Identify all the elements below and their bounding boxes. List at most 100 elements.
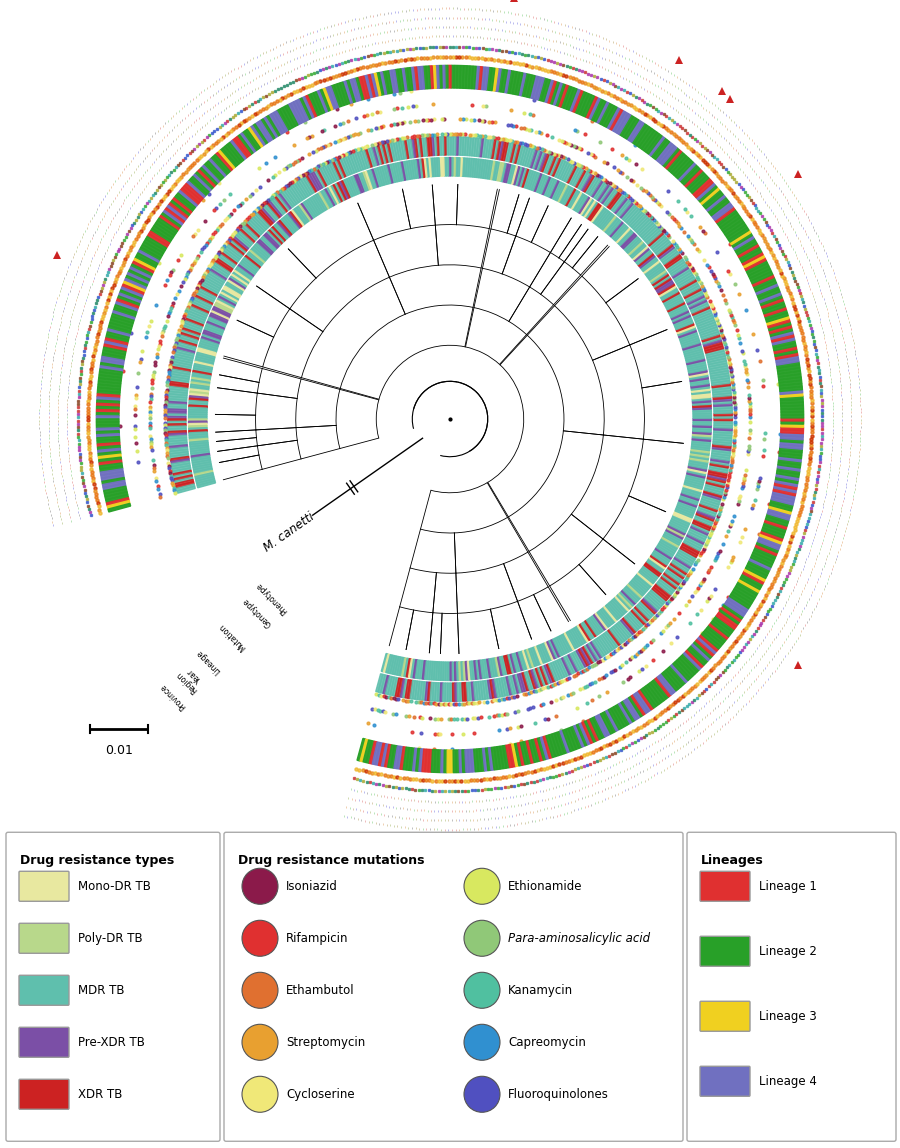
Wedge shape: [617, 201, 631, 217]
Wedge shape: [272, 199, 285, 214]
Wedge shape: [647, 592, 663, 606]
Wedge shape: [646, 595, 662, 608]
Wedge shape: [781, 409, 804, 412]
Wedge shape: [683, 286, 700, 296]
Wedge shape: [97, 390, 120, 395]
Wedge shape: [310, 197, 321, 214]
Wedge shape: [602, 607, 616, 623]
Wedge shape: [565, 188, 575, 205]
Wedge shape: [201, 339, 219, 347]
Text: Lineage 4: Lineage 4: [759, 1075, 817, 1088]
Wedge shape: [412, 748, 418, 771]
Wedge shape: [685, 351, 703, 358]
Wedge shape: [662, 148, 680, 166]
Wedge shape: [552, 181, 561, 199]
Wedge shape: [707, 358, 726, 365]
Wedge shape: [700, 502, 718, 510]
Wedge shape: [676, 272, 693, 284]
Text: MDR TB: MDR TB: [78, 984, 124, 996]
Wedge shape: [766, 312, 788, 323]
Wedge shape: [780, 429, 804, 434]
Wedge shape: [654, 278, 671, 289]
Wedge shape: [562, 658, 572, 675]
Wedge shape: [173, 468, 191, 474]
Wedge shape: [536, 645, 545, 664]
Wedge shape: [554, 160, 563, 177]
Wedge shape: [220, 148, 237, 168]
Wedge shape: [473, 748, 478, 771]
Wedge shape: [568, 630, 579, 647]
Wedge shape: [316, 91, 328, 113]
Wedge shape: [688, 466, 706, 472]
Wedge shape: [503, 745, 509, 768]
Wedge shape: [190, 447, 209, 451]
Wedge shape: [664, 669, 681, 689]
Wedge shape: [501, 656, 508, 675]
Wedge shape: [688, 363, 706, 369]
Wedge shape: [572, 652, 582, 669]
Wedge shape: [780, 439, 803, 443]
Wedge shape: [483, 160, 488, 179]
Wedge shape: [534, 173, 542, 192]
Wedge shape: [721, 606, 742, 621]
Wedge shape: [774, 486, 796, 492]
Wedge shape: [660, 577, 676, 591]
Wedge shape: [493, 658, 499, 676]
Wedge shape: [691, 447, 710, 451]
Wedge shape: [423, 138, 428, 156]
Wedge shape: [693, 413, 711, 416]
Wedge shape: [460, 137, 464, 155]
Wedge shape: [568, 654, 578, 672]
Wedge shape: [395, 678, 401, 697]
Wedge shape: [722, 217, 742, 232]
Wedge shape: [734, 239, 755, 253]
Wedge shape: [101, 472, 123, 479]
Wedge shape: [498, 657, 503, 675]
Wedge shape: [770, 331, 793, 340]
Wedge shape: [626, 239, 642, 254]
Wedge shape: [369, 742, 377, 763]
Wedge shape: [197, 170, 215, 187]
Wedge shape: [418, 660, 422, 678]
Wedge shape: [170, 451, 188, 457]
Wedge shape: [238, 134, 253, 155]
Wedge shape: [463, 65, 467, 88]
Wedge shape: [604, 217, 617, 233]
Wedge shape: [181, 331, 200, 338]
Wedge shape: [676, 161, 693, 179]
Wedge shape: [116, 298, 139, 309]
Wedge shape: [420, 660, 424, 678]
Wedge shape: [589, 179, 600, 196]
Wedge shape: [634, 575, 650, 589]
Wedge shape: [770, 503, 792, 511]
Wedge shape: [214, 304, 231, 315]
Wedge shape: [552, 734, 562, 755]
Wedge shape: [366, 171, 374, 188]
Wedge shape: [628, 697, 644, 716]
Wedge shape: [176, 193, 195, 210]
Wedge shape: [628, 241, 643, 255]
Wedge shape: [451, 137, 454, 155]
Wedge shape: [220, 294, 237, 304]
Wedge shape: [168, 396, 187, 401]
Wedge shape: [543, 643, 552, 661]
Text: 0.01: 0.01: [105, 744, 133, 758]
Wedge shape: [523, 147, 530, 165]
Wedge shape: [228, 280, 244, 292]
Wedge shape: [252, 247, 267, 261]
Wedge shape: [506, 656, 512, 674]
Wedge shape: [560, 658, 569, 676]
Wedge shape: [112, 313, 134, 323]
Wedge shape: [516, 72, 523, 95]
Wedge shape: [416, 139, 420, 157]
Wedge shape: [216, 258, 233, 271]
Wedge shape: [194, 471, 213, 476]
Wedge shape: [401, 140, 407, 160]
Wedge shape: [447, 683, 450, 701]
Wedge shape: [524, 75, 532, 98]
Wedge shape: [747, 263, 769, 276]
Wedge shape: [709, 465, 728, 471]
Wedge shape: [201, 284, 218, 295]
Wedge shape: [427, 661, 430, 680]
Wedge shape: [773, 488, 796, 496]
